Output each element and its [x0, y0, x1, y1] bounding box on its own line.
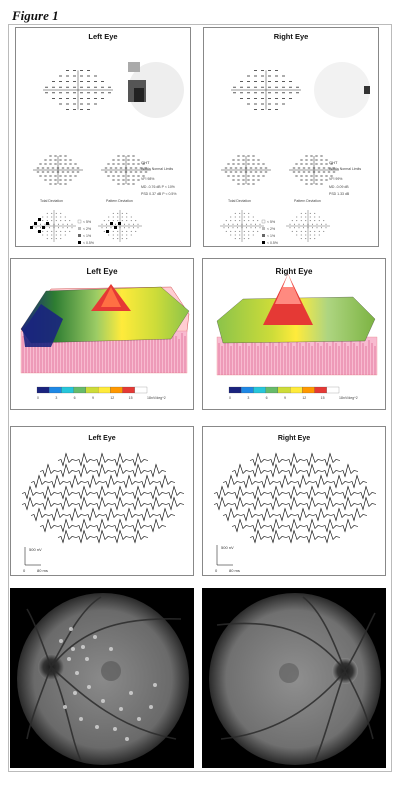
right-visual-field-chart: GHT Within Normal Limits VFI 99% MD -0.0…: [220, 62, 370, 245]
right-fundus-picture: [209, 593, 381, 765]
greyscale-map: [128, 62, 184, 118]
ght-value: Within Normal Limits: [141, 167, 173, 171]
panel-title: Right Eye: [275, 267, 313, 276]
svg-text:3: 3: [247, 396, 249, 400]
panel-title: Left Eye: [86, 267, 118, 276]
psd-value: PSD 1.33 dB: [329, 192, 350, 196]
svg-text:6: 6: [266, 396, 268, 400]
svg-text:12: 12: [110, 396, 114, 400]
md-value: MD -0.09 dB: [329, 185, 349, 189]
total-deviation-label: Total Deviation: [40, 199, 63, 203]
left-fundus-image: [10, 588, 194, 768]
ght-value: Within Normal Limits: [329, 167, 361, 171]
legend-2: < 2%: [267, 227, 275, 231]
svg-text:9: 9: [284, 396, 286, 400]
left-3d-plot: [20, 284, 190, 374]
legend-3: < 1%: [267, 234, 275, 238]
total-deviation-label: Total Deviation: [228, 199, 251, 203]
psd-value: PSD 0.37 dB P < 0.5%: [141, 192, 176, 196]
left-trace-array: 500 nV 0 80 ms: [21, 452, 185, 573]
figure-title: Figure 1: [12, 8, 59, 23]
right-trace-array-panel: Right Eye 500 nV 0 80 ms: [202, 426, 386, 576]
probability-legend: < 5% < 2% < 1% < 0.5%: [77, 219, 94, 245]
legend-4: < 0.5%: [267, 241, 278, 245]
figure-frame: [8, 24, 392, 772]
svg-text:18: 18: [147, 396, 151, 400]
ght-label: GHT: [141, 160, 150, 165]
right-3d-response-panel: Right Eye 0 3 6 9 12 15 18 nV/deg^2: [202, 258, 386, 410]
right-3d-plot: [216, 274, 378, 376]
vfi-value: VFI 98%: [141, 177, 154, 181]
svg-text:0: 0: [37, 396, 39, 400]
ght-label: GHT: [329, 160, 338, 165]
right-fundus-image: [202, 588, 386, 768]
svg-text:nV/deg^2: nV/deg^2: [151, 396, 166, 400]
svg-text:15: 15: [321, 396, 325, 400]
legend-1: < 5%: [267, 220, 275, 224]
vfi-value: VFI 99%: [329, 177, 342, 181]
legend-2: < 2%: [83, 227, 91, 231]
left-fundus-picture: [17, 593, 189, 765]
md-value: MD -0.76 dB P < 10%: [141, 185, 175, 189]
svg-text:12: 12: [302, 396, 306, 400]
svg-text:15: 15: [129, 396, 133, 400]
panel-title: Right Eye: [277, 435, 311, 442]
legend-4: < 0.5%: [83, 241, 94, 245]
pattern-deviation-label: Pattern Deviation: [294, 199, 321, 203]
panel-title: Left Eye: [88, 32, 118, 41]
right-trace-array: 500 nV 0 80 ms: [213, 452, 377, 573]
svg-text:0: 0: [229, 396, 231, 400]
svg-text:3: 3: [55, 396, 57, 400]
left-3d-response-panel: Left Eye 0 3 6 9 12 15 18 nV/deg^2: [10, 258, 194, 410]
left-visual-field-chart: GHT Within Normal Limits VFI 98% MD -0.7…: [30, 62, 184, 245]
amplitude-scale-label: 500 nV: [29, 547, 42, 552]
time-scale-label: 80 ms: [229, 568, 240, 573]
svg-text:9: 9: [92, 396, 94, 400]
greyscale-map: [314, 62, 370, 118]
svg-text:nV/deg^2: nV/deg^2: [343, 396, 358, 400]
legend-3: < 1%: [83, 234, 91, 238]
legend-1: < 5%: [83, 220, 91, 224]
svg-text:18: 18: [339, 396, 343, 400]
pattern-deviation-label: Pattern Deviation: [106, 199, 133, 203]
probability-legend: < 5% < 2% < 1% < 0.5%: [261, 219, 278, 245]
time-scale-label: 80 ms: [37, 568, 48, 573]
panel-title: Right Eye: [273, 32, 309, 41]
right-visual-field-panel: Right Eye GHT Within Normal Limits VFI 9…: [203, 27, 379, 247]
svg-text:6: 6: [74, 396, 76, 400]
left-visual-field-panel: Left Eye GHT Within Normal Limits VFI 98…: [15, 27, 191, 247]
time-zero-label: 0: [215, 568, 218, 573]
color-scale: 0 3 6 9 12 15 18 nV/deg^2: [36, 386, 166, 400]
panel-title: Left Eye: [88, 435, 116, 442]
color-scale: 0 3 6 9 12 15 18 nV/deg^2: [228, 386, 358, 400]
time-zero-label: 0: [23, 568, 26, 573]
amplitude-scale-label: 500 nV: [221, 545, 234, 550]
left-trace-array-panel: Left Eye 500 nV 0 80 ms: [10, 426, 194, 576]
